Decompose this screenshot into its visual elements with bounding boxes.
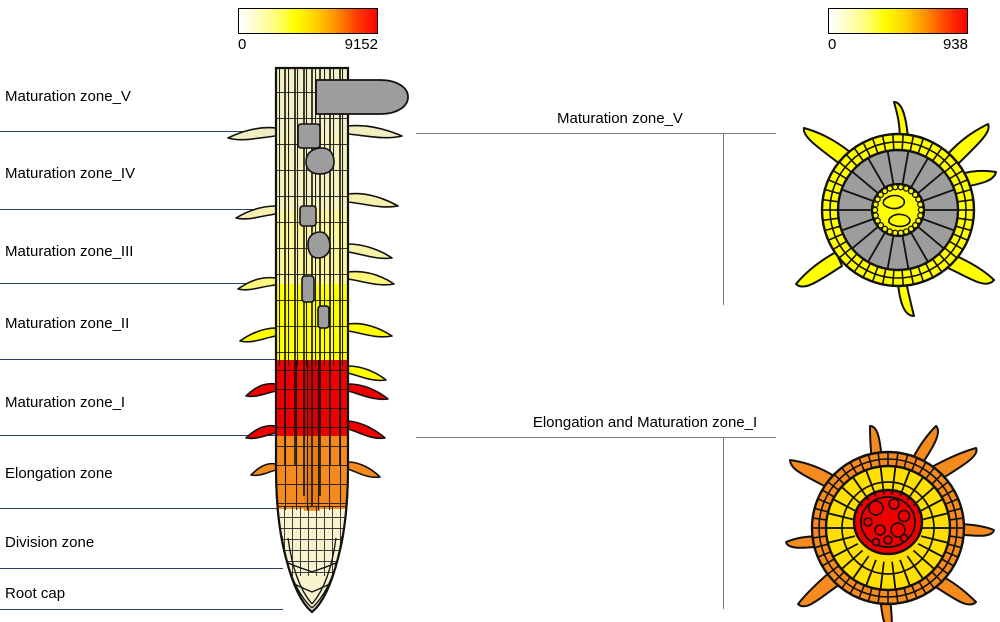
longitudinal-root-section: [227, 66, 422, 618]
cortex-cells-lower: [826, 466, 950, 590]
epidermis-cells-upper: [822, 134, 974, 286]
root-hair-group: [227, 124, 403, 479]
cross-section-colorbar-ticks: 0 938: [828, 35, 968, 55]
bracket-horizontal-1: [416, 133, 776, 134]
longitudinal-colorbar: 0 9152: [238, 8, 378, 55]
zone-label-4: Maturation zone_II: [5, 315, 130, 332]
cross-section-colorbar: 0 938: [828, 8, 968, 55]
zone-divider-7: [0, 568, 283, 569]
zone-label-8: Root cap: [5, 585, 66, 602]
root-zone-bands: [276, 68, 348, 612]
longitudinal-colorbar-min-label: 0: [238, 36, 247, 53]
zone-divider-4: [0, 359, 283, 360]
zone-label-5: Maturation zone_I: [5, 394, 126, 411]
longitudinal-colorbar-gradient: [238, 8, 378, 34]
zone-label-1: Maturation zone_V: [5, 88, 131, 105]
cross-section-caption-1: Maturation zone_V: [557, 110, 683, 127]
large-aerenchyma-lacuna: [315, 79, 409, 115]
zone-divider-1: [0, 131, 283, 132]
zone-label-2: Maturation zone_IV: [5, 165, 136, 182]
bracket-vertical-1: [723, 133, 724, 305]
cross-section-colorbar-max-label: 938: [942, 36, 968, 53]
zone-divider-5: [0, 435, 283, 436]
zone-label-6: Elongation zone: [5, 465, 113, 482]
elongation-maturation-zone-i-section: [785, 425, 1000, 622]
cortex-aerenchyma-upper: [838, 150, 958, 270]
cross-section-caption-2: Elongation and Maturation zone_I: [532, 414, 758, 431]
zone-divider-2: [0, 209, 283, 210]
cross-section-colorbar-min-label: 0: [828, 36, 837, 53]
aerenchyma-lacuna-group: [297, 123, 335, 329]
bracket-vertical-2: [723, 437, 724, 609]
longitudinal-colorbar-ticks: 0 9152: [238, 35, 378, 55]
xylem-vessel-group: [863, 498, 911, 547]
stele-upper: [871, 183, 925, 237]
zone-divider-3: [0, 283, 283, 284]
zone-label-7: Division zone: [5, 534, 95, 551]
zone-divider-8: [0, 609, 283, 610]
longitudinal-colorbar-max-label: 9152: [344, 36, 378, 53]
maturation-zone-v-section: [795, 101, 1000, 317]
bracket-horizontal-2: [416, 437, 776, 438]
cross-section-colorbar-gradient: [828, 8, 968, 34]
zone-divider-6: [0, 508, 283, 509]
zone-label-3: Maturation zone_III: [5, 243, 134, 260]
epidermis-cells-lower: [812, 452, 964, 604]
